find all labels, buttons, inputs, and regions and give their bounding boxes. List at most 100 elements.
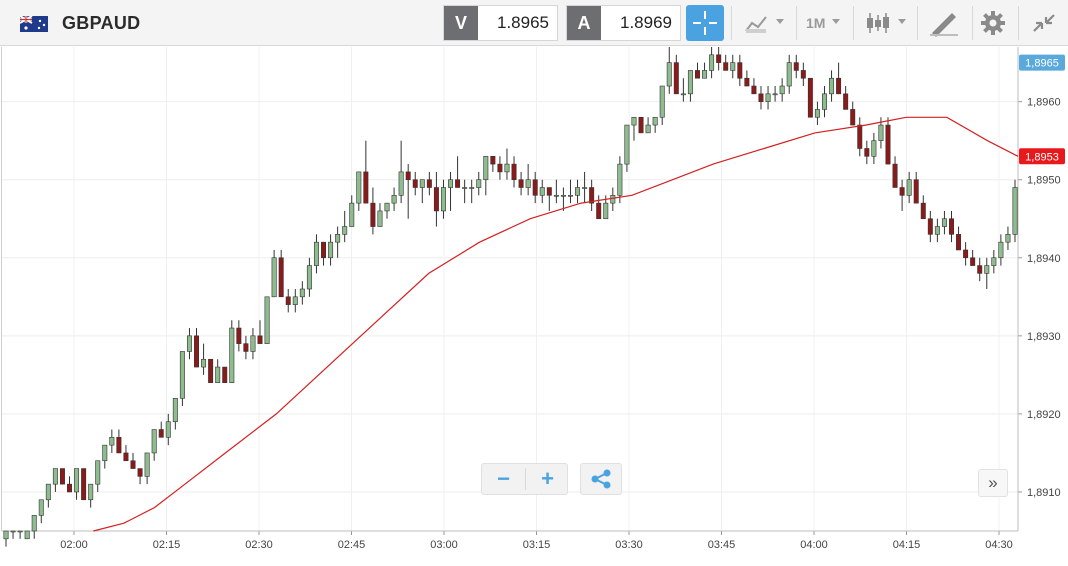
flag-gb-au-icon — [20, 16, 48, 32]
candle-body — [165, 421, 171, 438]
candle-body — [469, 187, 475, 189]
candle-body — [970, 257, 976, 266]
candlestick-chart[interactable]: 1,8910 1,8920 1,8930 1,8940 1,8950 1,8960 02:0… — [0, 47, 1068, 561]
candle-body — [419, 179, 425, 188]
candle-body — [497, 163, 503, 173]
candle-body — [179, 351, 185, 399]
drawing-tools-button[interactable] — [922, 5, 968, 41]
candle-body — [567, 195, 573, 197]
candle-body — [546, 187, 552, 196]
y-tick-label: 1,8920 — [1027, 409, 1061, 421]
price-chart[interactable]: 1,8910 1,8920 1,8930 1,8940 1,8950 1,8960 02:0… — [0, 47, 1068, 561]
candle-body — [857, 124, 863, 149]
moving-average-line — [93, 116, 1019, 532]
candle-body — [956, 234, 962, 251]
candle-body — [137, 468, 143, 477]
candle-body — [666, 62, 672, 87]
candle-body — [349, 202, 355, 227]
sell-label: V — [444, 6, 478, 40]
candle-body — [652, 116, 658, 126]
candle-body — [694, 70, 700, 79]
candle-body — [356, 171, 362, 204]
candle-body — [151, 429, 157, 454]
candle-body — [539, 187, 545, 196]
candle-body — [158, 429, 164, 438]
y-tick-label: 1,8940 — [1027, 253, 1061, 265]
candle-body — [24, 530, 30, 540]
candle-body — [892, 163, 898, 188]
candle-body — [38, 499, 44, 516]
candle-body — [624, 124, 630, 165]
y-tick-label: 1,8960 — [1027, 97, 1061, 109]
candle-body — [716, 54, 722, 63]
candle-body — [278, 257, 284, 298]
candle-style-button[interactable] — [860, 5, 912, 41]
ma-price-tag-bg — [1019, 148, 1065, 165]
candle-body — [243, 343, 249, 352]
candle-body — [144, 452, 150, 477]
buy-price-button[interactable]: A 1.8969 — [566, 5, 681, 41]
candle-body — [504, 163, 510, 173]
candle-body — [306, 265, 312, 290]
candle-body — [236, 327, 242, 344]
x-tick-label: 03:00 — [430, 539, 458, 551]
candle-body — [462, 187, 468, 189]
candle-body — [17, 530, 23, 533]
candle-body — [398, 171, 404, 196]
candle-body — [603, 202, 609, 220]
candle-body — [991, 257, 997, 266]
candle-body — [758, 93, 764, 102]
x-tick-label: 02:15 — [153, 539, 181, 551]
x-tick-label: 03:30 — [615, 539, 643, 551]
timeframe-selector[interactable]: 1M — [802, 5, 848, 41]
crosshair-button[interactable] — [686, 5, 724, 41]
candle-body — [913, 179, 919, 204]
scroll-to-end-button[interactable]: » — [978, 469, 1008, 497]
zoom-controls: − + — [481, 463, 568, 495]
chart-type-icon — [745, 16, 784, 33]
settings-button[interactable] — [976, 5, 1014, 41]
drawing-tool-icon — [930, 13, 958, 37]
candle-body — [518, 179, 524, 188]
candle-body — [264, 296, 270, 344]
candle-body — [582, 187, 588, 189]
candle-body — [998, 241, 1004, 259]
candle-body — [730, 62, 736, 71]
x-tick-label: 02:00 — [60, 539, 88, 551]
candle-body — [45, 483, 51, 501]
candle-body — [1005, 234, 1011, 243]
candle-body — [363, 171, 369, 204]
candle-body — [878, 124, 884, 141]
collapse-button[interactable] — [1024, 5, 1064, 41]
zoom-in-button[interactable]: + — [541, 466, 554, 491]
candle-body — [525, 179, 531, 188]
candle-body — [299, 288, 305, 298]
candle-body — [673, 62, 679, 95]
candle-body — [631, 116, 637, 126]
candle-body — [335, 234, 341, 243]
candle-body — [271, 257, 277, 298]
candle-body — [81, 468, 87, 501]
share-button[interactable] — [580, 463, 622, 495]
x-tick-label: 04:15 — [893, 539, 921, 551]
y-tick-label: 1,8930 — [1027, 331, 1061, 343]
candle-body — [67, 483, 72, 493]
candle-body — [3, 530, 9, 540]
candle-body — [250, 335, 256, 352]
candle-body — [123, 452, 129, 462]
candle-body — [313, 241, 319, 266]
sell-price-button[interactable]: V 1.8965 — [443, 5, 558, 41]
zoom-out-button[interactable]: − — [497, 466, 510, 491]
gear-icon — [981, 11, 1005, 35]
candle-body — [793, 62, 799, 71]
candle-body — [476, 179, 482, 188]
chevron-down-icon — [832, 19, 840, 24]
candle-body — [342, 226, 348, 235]
candle-body — [871, 140, 877, 157]
candle-body — [829, 77, 835, 95]
instrument-header: GBPAUD V 1.8965 A 1.8969 1M — [0, 0, 1068, 46]
candle-body — [88, 483, 94, 501]
candle-body — [680, 93, 686, 96]
y-tick-label: 1,8950 — [1027, 175, 1061, 187]
chart-type-button[interactable] — [740, 5, 790, 41]
